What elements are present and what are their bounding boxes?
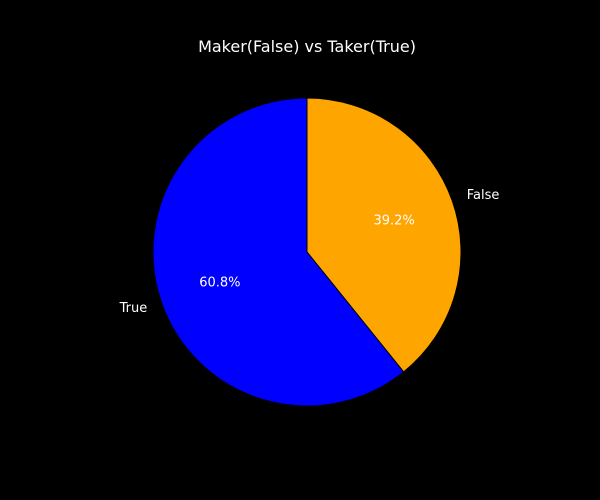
pie-slice-true: [152, 97, 405, 407]
pie-slices: [152, 97, 462, 407]
pie-percent-label-true: 60.8%: [199, 275, 240, 290]
pie-percent-label-false: 39.2%: [373, 214, 414, 229]
pie-category-label-false: False: [467, 188, 500, 203]
pie-category-label-true: True: [119, 301, 148, 316]
pie-slice-false: [306, 97, 462, 373]
chart-title: Maker(False) vs Taker(True): [198, 37, 416, 56]
pie-labels: 39.2% False 60.8% True: [119, 188, 500, 316]
